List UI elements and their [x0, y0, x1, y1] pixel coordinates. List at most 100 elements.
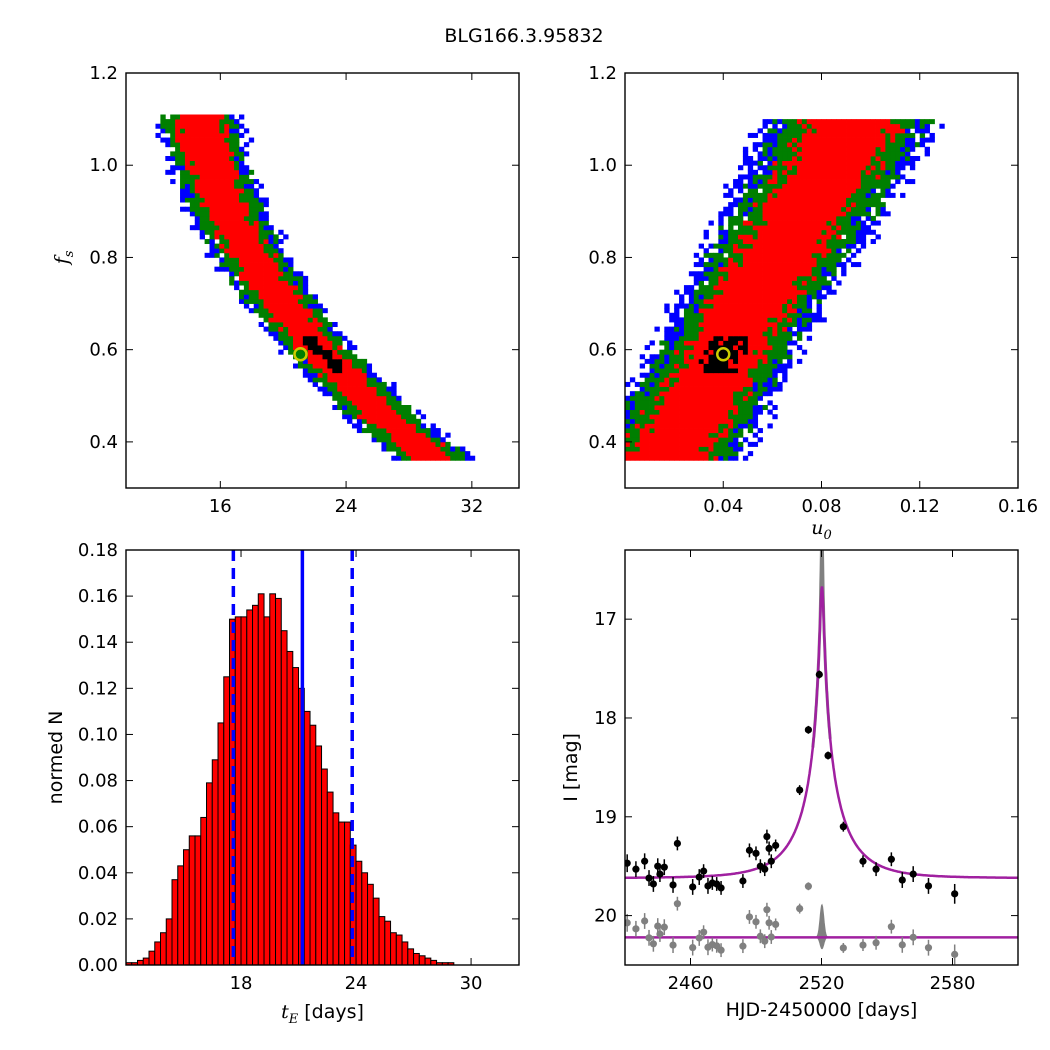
heatmap-cell — [659, 340, 665, 346]
heatmap-cell — [733, 312, 739, 318]
data-point — [689, 883, 697, 891]
heatmap-cell — [831, 174, 837, 180]
residual-point — [649, 940, 657, 948]
heatmap-cell — [283, 326, 289, 332]
heatmap-cell — [865, 215, 872, 221]
heatmap-cell — [253, 289, 260, 295]
heatmap-cell — [733, 215, 739, 221]
heatmap-cell — [258, 285, 264, 291]
heatmap-cell — [860, 160, 867, 166]
heatmap-cell — [664, 335, 670, 341]
heatmap-cell — [283, 262, 289, 268]
heatmap-cell — [737, 239, 744, 245]
heatmap-cell — [708, 275, 714, 281]
heatmap-cell — [796, 257, 803, 263]
heatmap-cell — [184, 128, 191, 134]
heatmap-cell — [792, 206, 798, 212]
heatmap-cell — [757, 345, 763, 351]
heatmap-cell — [332, 363, 338, 369]
heatmap-cell — [332, 335, 338, 341]
heatmap-cell — [317, 322, 323, 328]
heatmap-cell — [801, 211, 808, 217]
heatmap-cell — [742, 289, 749, 295]
heatmap-cell — [263, 248, 269, 254]
heatmap-cell — [728, 262, 734, 268]
heatmap-cell — [253, 294, 260, 300]
heatmap-cell — [806, 132, 813, 138]
heatmap-cell — [792, 275, 798, 281]
heatmap-cell — [445, 455, 451, 461]
heatmap-cell — [742, 294, 749, 300]
heatmap-cell — [723, 381, 729, 387]
heatmap-cell — [757, 183, 763, 189]
heatmap-cell — [742, 409, 749, 415]
x-tick-label: 2520 — [799, 973, 845, 994]
heatmap-cell — [787, 197, 793, 203]
heatmap-cell — [430, 423, 436, 429]
heatmap-cell — [737, 303, 744, 309]
heatmap-cell — [772, 220, 778, 226]
heatmap-cell — [757, 386, 763, 392]
heatmap-cell — [322, 335, 328, 341]
heatmap-cell — [371, 405, 377, 411]
y-tick-label: 0.12 — [78, 678, 118, 699]
heatmap-cell — [811, 169, 817, 175]
heatmap-cell — [455, 455, 461, 461]
heatmap-cell — [801, 220, 808, 226]
heatmap-cell — [654, 437, 660, 443]
heatmap-cell — [708, 363, 714, 369]
heatmap-cell — [713, 294, 719, 300]
heatmap-cell — [713, 414, 719, 420]
heatmap-cell — [728, 358, 734, 364]
heatmap-cell — [415, 423, 422, 429]
heatmap-cell — [243, 202, 250, 208]
heatmap-cell — [905, 160, 911, 166]
heatmap-cell — [796, 174, 803, 180]
heatmap-cell — [885, 132, 891, 138]
heatmap-cell — [846, 215, 852, 221]
heatmap-cell — [792, 280, 798, 286]
heatmap-cell — [283, 280, 289, 286]
heatmap-cell — [796, 225, 803, 231]
heatmap-cell — [806, 165, 813, 171]
heatmap-cell — [747, 280, 754, 286]
heatmap-cell — [767, 220, 773, 226]
heatmap-cell — [737, 441, 744, 447]
heatmap-cell — [757, 294, 763, 300]
heatmap-cell — [189, 179, 196, 185]
heatmap-cell — [224, 202, 230, 208]
heatmap-cell — [425, 428, 431, 434]
heatmap-cell — [703, 428, 709, 434]
heatmap-cell — [860, 206, 867, 212]
heatmap-cell — [366, 368, 373, 374]
heatmap-cell — [234, 197, 240, 203]
heatmap-cell — [634, 409, 641, 415]
heatmap-cell — [342, 381, 348, 387]
heatmap-cell — [194, 151, 201, 157]
heatmap-cell — [688, 428, 695, 434]
heatmap-cell — [841, 220, 847, 226]
heatmap-cell — [914, 123, 921, 129]
heatmap-cell — [860, 192, 867, 198]
heatmap-cell — [782, 169, 788, 175]
heatmap-cell — [728, 206, 734, 212]
heatmap-cell — [737, 331, 744, 337]
heatmap-cell — [836, 169, 842, 175]
heatmap-cell — [371, 372, 377, 378]
heatmap-cell — [708, 326, 714, 332]
heatmap-cell — [253, 179, 260, 185]
heatmap-cell — [880, 123, 886, 129]
heatmap-cell — [728, 257, 734, 263]
heatmap-cell — [733, 377, 739, 383]
heatmap-cell — [674, 303, 680, 309]
heatmap-cell — [674, 322, 680, 328]
heatmap-cell — [821, 137, 827, 143]
heatmap-cell — [801, 206, 808, 212]
heatmap-cell — [831, 271, 837, 277]
heatmap-cell — [752, 202, 759, 208]
heatmap-cell — [229, 280, 235, 286]
heatmap-cell — [327, 386, 333, 392]
heatmap-cell — [278, 349, 284, 355]
heatmap-cell — [703, 358, 709, 364]
